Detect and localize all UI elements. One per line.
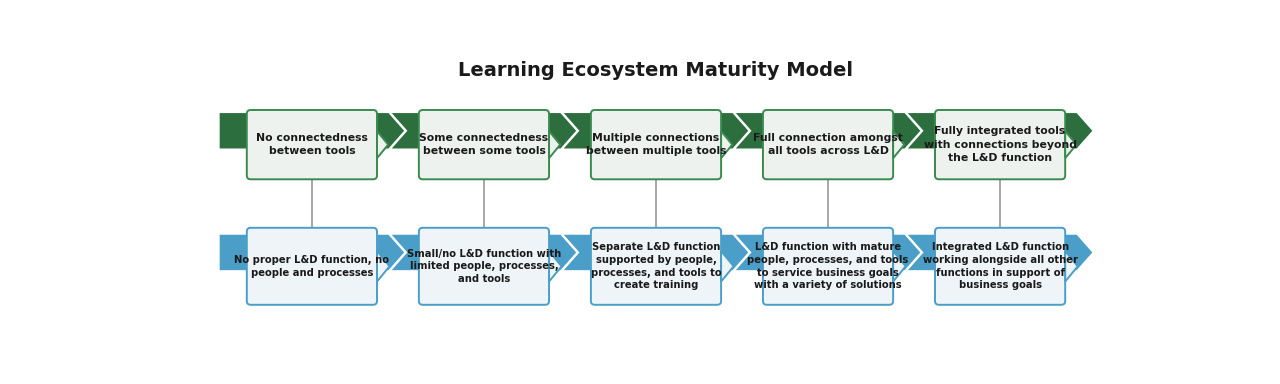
Polygon shape xyxy=(392,113,576,149)
Text: Multiple connections
between multiple tools: Multiple connections between multiple to… xyxy=(586,133,726,156)
FancyBboxPatch shape xyxy=(591,110,721,179)
Polygon shape xyxy=(549,251,562,281)
Text: Integrated L&D function
working alongside all other
functions in support of
busi: Integrated L&D function working alongsid… xyxy=(923,242,1078,291)
Polygon shape xyxy=(563,235,749,270)
FancyBboxPatch shape xyxy=(247,110,378,179)
Polygon shape xyxy=(1065,251,1078,281)
FancyBboxPatch shape xyxy=(419,110,549,179)
Polygon shape xyxy=(563,113,749,149)
Text: No proper L&D function, no
people and processes: No proper L&D function, no people and pr… xyxy=(234,255,389,278)
Text: Small/no L&D function with
limited people, processes,
and tools: Small/no L&D function with limited peopl… xyxy=(407,248,561,284)
Polygon shape xyxy=(220,113,404,149)
Polygon shape xyxy=(736,113,920,149)
FancyBboxPatch shape xyxy=(934,228,1065,305)
FancyBboxPatch shape xyxy=(591,228,721,305)
Polygon shape xyxy=(893,131,904,158)
Polygon shape xyxy=(721,131,732,158)
Polygon shape xyxy=(893,251,906,281)
Text: No connectedness
between tools: No connectedness between tools xyxy=(256,133,367,156)
Polygon shape xyxy=(1065,131,1076,158)
Text: Fully integrated tools
with connections beyond
the L&D function: Fully integrated tools with connections … xyxy=(924,126,1076,163)
Polygon shape xyxy=(549,131,561,158)
Text: Some connectedness
between some tools: Some connectedness between some tools xyxy=(420,133,549,156)
FancyBboxPatch shape xyxy=(763,110,893,179)
FancyBboxPatch shape xyxy=(419,228,549,305)
Polygon shape xyxy=(721,251,733,281)
Polygon shape xyxy=(908,235,1092,270)
Polygon shape xyxy=(378,131,388,158)
Text: L&D function with mature
people, processes, and tools
to service business goals
: L&D function with mature people, process… xyxy=(748,242,909,291)
Polygon shape xyxy=(220,235,404,270)
Polygon shape xyxy=(736,235,920,270)
Text: Separate L&D function
supported by people,
processes, and tools to
create traini: Separate L&D function supported by peopl… xyxy=(590,242,722,291)
Polygon shape xyxy=(908,113,1092,149)
Polygon shape xyxy=(378,251,389,281)
Polygon shape xyxy=(392,235,576,270)
FancyBboxPatch shape xyxy=(763,228,893,305)
Text: Full connection amongst
all tools across L&D: Full connection amongst all tools across… xyxy=(753,133,902,156)
FancyBboxPatch shape xyxy=(934,110,1065,179)
FancyBboxPatch shape xyxy=(247,228,378,305)
Text: Learning Ecosystem Maturity Model: Learning Ecosystem Maturity Model xyxy=(458,61,854,81)
